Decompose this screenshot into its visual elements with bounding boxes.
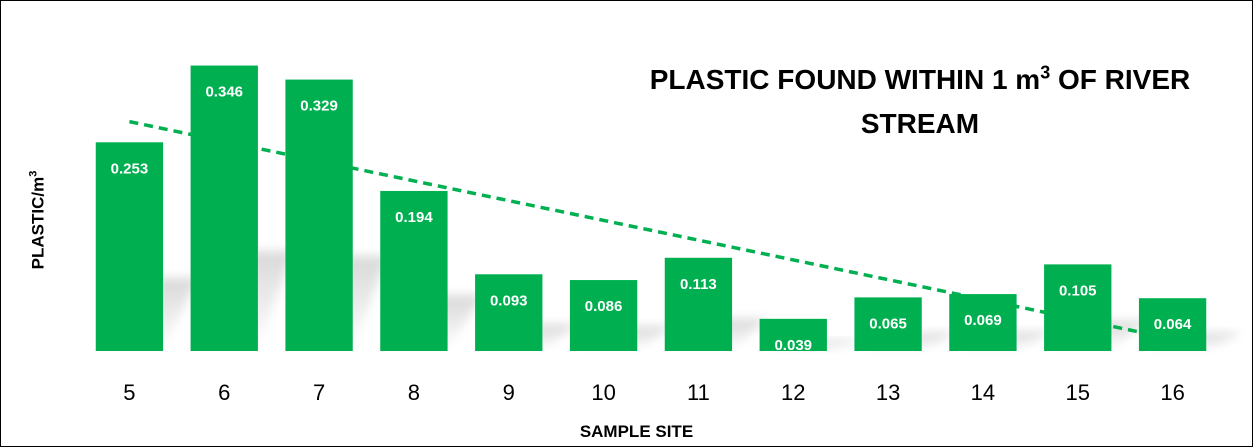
data-label: 0.086: [585, 298, 623, 315]
x-tick-label: 7: [313, 380, 325, 405]
data-label: 0.093: [490, 292, 528, 309]
x-tick-label: 12: [781, 380, 805, 405]
data-label: 0.329: [300, 98, 338, 115]
x-tick-label: 9: [503, 380, 515, 405]
x-tick-label: 6: [218, 380, 230, 405]
x-tick-label: 10: [591, 380, 615, 405]
data-label: 0.065: [869, 315, 907, 332]
bar-site-5: [95, 142, 164, 351]
bar-site-12: [759, 318, 827, 351]
data-label: 0.253: [111, 160, 149, 177]
bar-site-14: [949, 294, 1017, 351]
x-tick-label: 11: [687, 380, 710, 405]
x-tick-label: 13: [876, 380, 900, 405]
trendline: [129, 119, 1173, 341]
bar-site-8: [380, 190, 448, 351]
bar-site-11: [664, 257, 733, 351]
data-label: 0.105: [1059, 282, 1097, 299]
x-tick-label: 14: [971, 380, 995, 405]
y-axis-label: PLASTIC/m3: [27, 170, 48, 270]
x-tick-label: 15: [1066, 380, 1090, 405]
x-axis-label: SAMPLE SITE: [579, 422, 694, 441]
x-tick-label: 8: [408, 380, 420, 405]
data-label: 0.194: [395, 209, 433, 226]
data-label: 0.064: [1154, 316, 1192, 333]
bar-site-15: [1044, 264, 1112, 351]
data-label: 0.039: [774, 337, 812, 354]
bar-site-10: [569, 280, 638, 351]
chart-title: PLASTIC FOUND WITHIN 1 m3 OF RIVER STREA…: [649, 62, 1191, 139]
data-label: 0.346: [205, 84, 243, 101]
bar-site-16: [1138, 298, 1207, 351]
bar-site-6: [190, 65, 258, 352]
bar-site-13: [854, 297, 922, 351]
x-tick-label: 5: [123, 380, 135, 405]
x-tick-label: 16: [1160, 380, 1184, 405]
data-label: 0.113: [680, 276, 717, 293]
data-label: 0.069: [964, 312, 1002, 329]
bar-site-7: [285, 79, 353, 351]
bar-site-9: [475, 274, 543, 351]
